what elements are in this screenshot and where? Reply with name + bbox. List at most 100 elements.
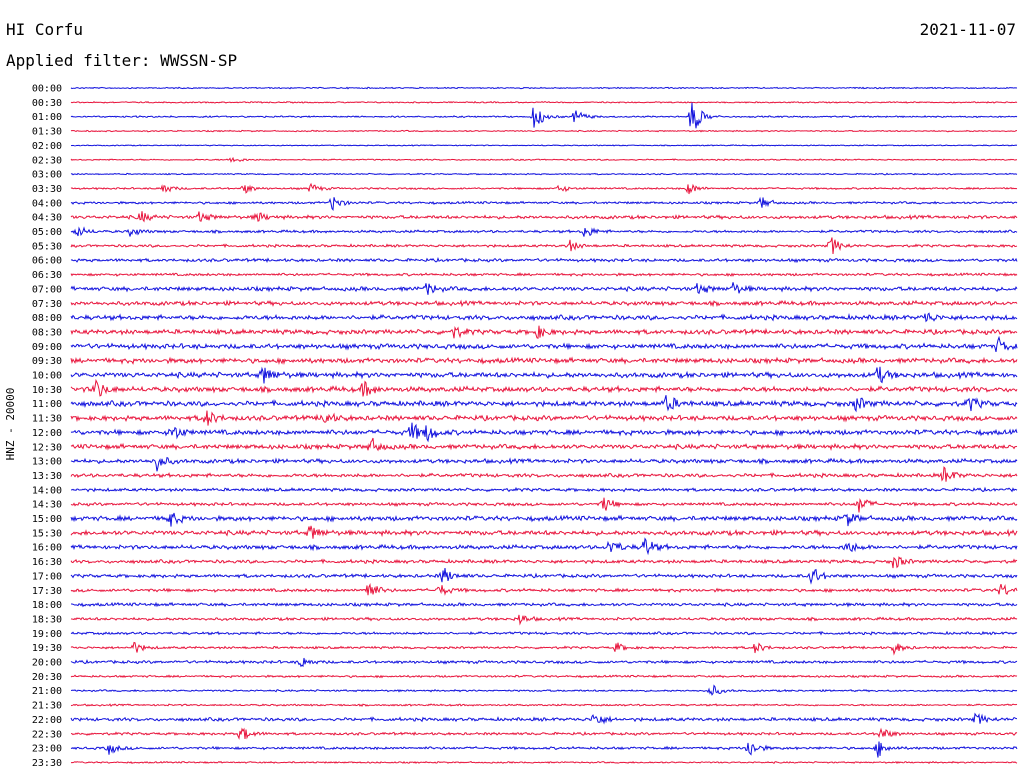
- trace-line: [70, 583, 1018, 596]
- tick-label: 21:00: [32, 686, 62, 697]
- trace-line: [70, 410, 1018, 426]
- tick-label: 09:30: [32, 356, 62, 367]
- trace-line: [70, 129, 1017, 133]
- tick-label: 06:00: [32, 256, 62, 267]
- trace-line: [71, 601, 1018, 608]
- tick-label-layer: 00:00 00:30 01:00 01:30 02:00 02:30 03:00 03:30…: [32, 84, 62, 769]
- tick-label: 23:30: [32, 758, 62, 769]
- trace-line: [70, 630, 1018, 636]
- trace-line: [70, 537, 1018, 556]
- trace-line: [70, 556, 1018, 569]
- trace-line: [70, 272, 1018, 277]
- trace-line: [70, 674, 1018, 679]
- tick-label: 16:30: [32, 557, 62, 568]
- tick-label: 10:30: [32, 385, 62, 396]
- tick-label: 23:00: [32, 744, 62, 755]
- tick-label: 13:30: [32, 471, 62, 482]
- trace-line: [70, 237, 1018, 255]
- tick-label: 07:00: [32, 284, 62, 295]
- trace-line: [70, 257, 1018, 264]
- trace-line: [70, 614, 1018, 626]
- tick-label: 04:30: [32, 213, 62, 224]
- tick-label: 12:00: [32, 428, 62, 439]
- filter-label: Applied filter: WWSSN-SP: [6, 51, 238, 70]
- tick-label: 19:30: [32, 643, 62, 654]
- tick-label: 16:00: [32, 543, 62, 554]
- tick-label: 09:00: [32, 342, 62, 353]
- trace-line: [70, 144, 1018, 147]
- tick-label: 03:30: [32, 184, 62, 195]
- tick-label: 02:00: [32, 141, 62, 152]
- y-axis-label: HNZ - 20000: [4, 388, 17, 461]
- trace-line: [70, 366, 1018, 384]
- tick-label: 11:30: [32, 414, 62, 425]
- trace-line: [71, 486, 1018, 493]
- tick-label: 18:30: [32, 614, 62, 625]
- tick-label: 20:00: [32, 658, 62, 669]
- tick-label: 21:30: [32, 701, 62, 712]
- tick-label: 20:30: [32, 672, 62, 683]
- trace-line: [70, 182, 1018, 195]
- tick-label: 13:00: [32, 457, 62, 468]
- trace-line: [70, 196, 1018, 211]
- trace-line: [70, 282, 1018, 295]
- trace-line: [70, 760, 1018, 765]
- tick-label: 14:30: [32, 500, 62, 511]
- trace-line: [70, 378, 1018, 397]
- trace-line: [71, 727, 1018, 740]
- trace-line: [70, 325, 1018, 339]
- trace-line: [70, 356, 1018, 366]
- tick-label: 19:00: [32, 629, 62, 640]
- trace-line: [70, 512, 1018, 527]
- tick-label: 14:00: [32, 485, 62, 496]
- trace-line: [70, 156, 1018, 163]
- trace-line: [70, 712, 1017, 725]
- trace-line: [70, 226, 1018, 237]
- trace-line: [70, 497, 1018, 513]
- tick-label: 22:30: [32, 729, 62, 740]
- tick-label: 03:00: [32, 170, 62, 181]
- tick-label: 07:30: [32, 299, 62, 310]
- tick-label: 15:00: [32, 514, 62, 525]
- tick-label: 00:30: [32, 98, 62, 109]
- trace-line: [70, 641, 1018, 656]
- trace-layer: [70, 86, 1018, 765]
- tick-label: 11:00: [32, 399, 62, 410]
- tick-label: 18:00: [32, 600, 62, 611]
- trace-line: [70, 703, 1018, 708]
- date-label: 2021-11-07: [919, 20, 1016, 39]
- trace-line: [70, 525, 1018, 539]
- trace-line: [71, 684, 1018, 696]
- tick-label: 04:00: [32, 198, 62, 209]
- trace-line: [70, 312, 1018, 323]
- tick-label: 15:30: [32, 528, 62, 539]
- tick-label: 01:00: [32, 112, 62, 123]
- tick-label: 12:30: [32, 442, 62, 453]
- trace-line: [70, 172, 1018, 176]
- trace-line: [70, 211, 1018, 223]
- tick-label: 00:00: [32, 84, 62, 95]
- tick-label: 08:00: [32, 313, 62, 324]
- trace-line: [70, 395, 1018, 413]
- tick-label: 05:00: [32, 227, 62, 238]
- trace-line: [70, 422, 1018, 443]
- tick-label: 05:30: [32, 241, 62, 252]
- trace-line: [70, 466, 1018, 482]
- trace-line: [70, 102, 1018, 129]
- trace-line: [70, 86, 1018, 90]
- trace-line: [70, 299, 1018, 308]
- tick-label: 06:30: [32, 270, 62, 281]
- trace-line: [70, 657, 1018, 668]
- trace-line: [70, 741, 1018, 758]
- trace-line: [70, 437, 1018, 452]
- tick-label: 10:00: [32, 371, 62, 382]
- tick-label: 17:00: [32, 571, 62, 582]
- tick-label: 22:00: [32, 715, 62, 726]
- station-title: HI Corfu: [6, 20, 84, 39]
- trace-line: [70, 100, 1018, 104]
- tick-label: 01:30: [32, 127, 62, 138]
- trace-line: [70, 335, 1018, 353]
- tick-label: 02:30: [32, 155, 62, 166]
- tick-label: 17:30: [32, 586, 62, 597]
